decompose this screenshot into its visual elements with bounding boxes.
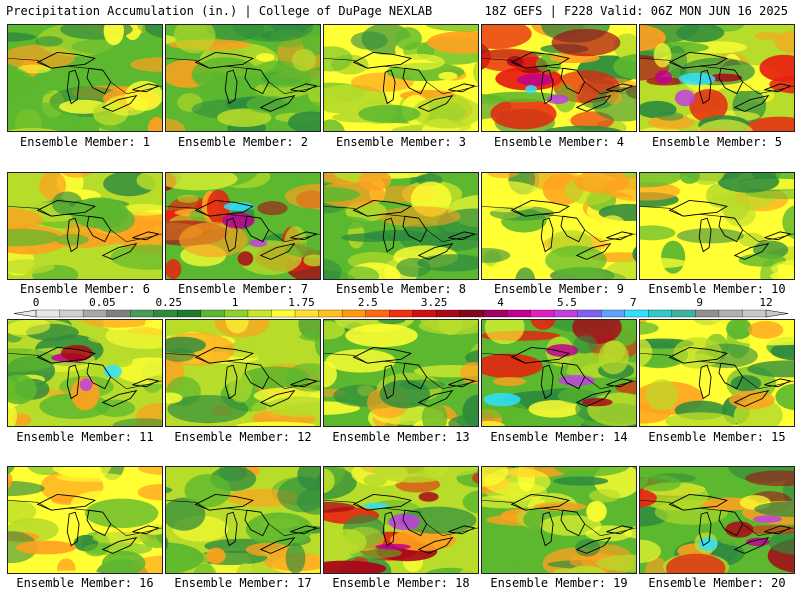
legend-color-swatch — [718, 309, 744, 318]
legend-color-swatch — [389, 309, 414, 318]
ensemble-member-map — [323, 172, 479, 280]
legend-color-swatch — [436, 309, 461, 318]
legend-tick-label: 5.5 — [556, 296, 577, 309]
legend-color-swatch — [695, 309, 720, 318]
ensemble-member-label: Ensemble Member: 6 — [19, 282, 151, 296]
legend-color-swatch — [648, 309, 673, 318]
legend-tick-label: 1.75 — [288, 296, 315, 309]
ensemble-member-map — [481, 319, 637, 427]
legend-color-swatch — [553, 309, 579, 318]
ensemble-member-label: Ensemble Member: 10 — [648, 282, 786, 296]
legend-left-arrow — [13, 309, 37, 318]
legend-color-bar — [13, 309, 789, 318]
ensemble-member-map — [7, 319, 163, 427]
legend-tick-label: 2.5 — [357, 296, 378, 309]
legend-color-swatch — [624, 309, 649, 318]
legend-color-swatch — [35, 309, 61, 318]
ensemble-member-map — [323, 319, 479, 427]
legend-color-swatch — [153, 309, 178, 318]
legend-right-arrow — [765, 309, 789, 318]
ensemble-member-map — [7, 466, 163, 574]
ensemble-member-label: Ensemble Member: 14 — [490, 430, 628, 444]
legend-color-swatch — [365, 309, 390, 318]
ensemble-member-label: Ensemble Member: 2 — [177, 135, 309, 149]
legend-color-swatch — [130, 309, 155, 318]
ensemble-member-map — [481, 172, 637, 280]
legend-color-swatch — [318, 309, 343, 318]
ensemble-member-label: Ensemble Member: 12 — [174, 430, 312, 444]
legend-tick-label: 3.25 — [420, 296, 448, 309]
legend-tick-label: 0.05 — [89, 296, 116, 309]
legend-tick-label: 9 — [696, 296, 703, 309]
legend-color-swatch — [483, 309, 508, 318]
legend-tick-label: 4 — [497, 296, 504, 309]
legend-color-swatch — [294, 309, 320, 318]
legend-tick-label: 7 — [629, 296, 637, 309]
ensemble-member-label: Ensemble Member: 17 — [174, 576, 312, 590]
ensemble-member-map — [165, 466, 321, 574]
ensemble-member-map — [323, 24, 479, 132]
ensemble-member-map — [165, 172, 321, 280]
color-legend: 0 0.05 0.25 1 1.75 2.5 3.25 4 5.5 7 9 12 — [0, 296, 800, 322]
legend-tick-label: 1 — [231, 296, 239, 309]
ensemble-member-map — [639, 24, 795, 132]
legend-color-swatch — [530, 309, 555, 318]
ensemble-member-label: Ensemble Member: 18 — [332, 576, 470, 590]
legend-tick-label: 12 — [759, 296, 773, 309]
ensemble-member-label: Ensemble Member: 3 — [335, 135, 467, 149]
ensemble-member-label: Ensemble Member: 5 — [651, 135, 783, 149]
ensemble-member-label: Ensemble Member: 16 — [16, 576, 154, 590]
ensemble-member-label: Ensemble Member: 4 — [493, 135, 625, 149]
ensemble-member-label: Ensemble Member: 9 — [493, 282, 625, 296]
legend-color-swatch — [106, 309, 131, 318]
ensemble-member-map — [165, 24, 321, 132]
legend-color-swatch — [577, 309, 602, 318]
legend-color-swatch — [601, 309, 626, 318]
legend-tick-label: 0.25 — [155, 296, 182, 309]
ensemble-member-label: Ensemble Member: 7 — [177, 282, 309, 296]
ensemble-member-map — [7, 172, 163, 280]
ensemble-member-map — [165, 319, 321, 427]
legend-color-swatch — [82, 309, 108, 318]
ensemble-member-label: Ensemble Member: 15 — [648, 430, 786, 444]
ensemble-member-map — [639, 466, 795, 574]
map-title: Precipitation Accumulation (in.) | Colle… — [6, 4, 433, 18]
legend-color-swatch — [271, 309, 296, 318]
legend-color-swatch — [506, 309, 532, 318]
ensemble-member-label: Ensemble Member: 8 — [335, 282, 467, 296]
ensemble-member-map — [639, 172, 795, 280]
legend-color-swatch — [200, 309, 226, 318]
legend-color-swatch — [459, 309, 485, 318]
legend-color-swatch — [742, 309, 767, 318]
legend-color-swatch — [59, 309, 84, 318]
ensemble-member-label: Ensemble Member: 20 — [648, 576, 786, 590]
legend-color-swatch — [224, 309, 249, 318]
ensemble-member-label: Ensemble Member: 11 — [16, 430, 154, 444]
legend-tick-label: 0 — [32, 296, 40, 309]
ensemble-member-map — [323, 466, 479, 574]
legend-color-swatch — [247, 309, 273, 318]
legend-color-swatch — [412, 309, 437, 318]
legend-color-swatch — [177, 309, 202, 318]
ensemble-member-label: Ensemble Member: 1 — [19, 135, 151, 149]
ensemble-member-map — [481, 466, 637, 574]
ensemble-member-label: Ensemble Member: 19 — [490, 576, 628, 590]
ensemble-member-label: Ensemble Member: 13 — [332, 430, 470, 444]
ensemble-member-map — [7, 24, 163, 132]
ensemble-member-map — [481, 24, 637, 132]
legend-color-swatch — [341, 309, 367, 318]
ensemble-member-map — [639, 319, 795, 427]
legend-color-swatch — [671, 309, 697, 318]
run-valid-time: 18Z GEFS | F228 Valid: 06Z MON JUN 16 20… — [484, 4, 788, 18]
